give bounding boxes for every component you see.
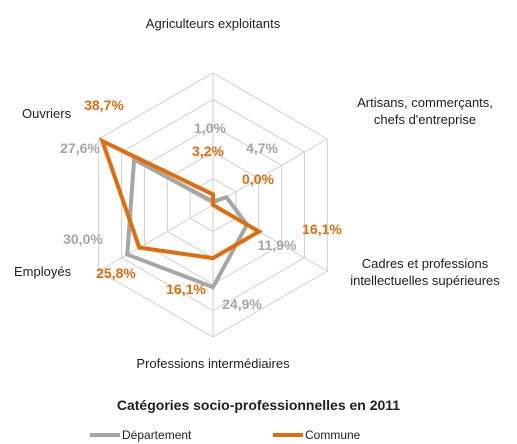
legend-label-commune: Commune (305, 428, 361, 442)
data-label-commune: 16,1% (166, 281, 206, 297)
category-label: Agriculteurs exploitants (146, 16, 281, 31)
series-lines (98, 137, 264, 290)
legend-swatch-commune (273, 433, 303, 437)
category-label: Cadres et professions intellectuelles sup… (350, 256, 500, 288)
data-label-departement: 1,0% (194, 120, 226, 136)
data-label-commune: 0,0% (242, 171, 274, 187)
legend-swatch-departement (90, 433, 120, 437)
data-label-departement: 27,6% (60, 140, 100, 156)
category-label: Ouvriers (22, 106, 72, 121)
grid-spoke (212, 138, 328, 206)
data-label-commune: 3,2% (192, 143, 224, 159)
data-label-departement: 30,0% (63, 231, 103, 247)
data-label-commune: 16,1% (302, 221, 342, 237)
legend-item-commune: Commune (273, 428, 360, 442)
category-label: Artisans, commerçants, chefs d'entreprise (357, 95, 493, 127)
radar-grid (98, 72, 328, 338)
data-labels: 1,0% 4,7% 11,9% 24,9% 30,0% 27,6% 3,2% 0,0% 16,1… (60, 97, 342, 312)
data-label-departement: 4,7% (246, 140, 278, 156)
category-labels: Agriculteurs exploitants Artisans, commer… (14, 16, 500, 371)
legend-label-departement: Département (122, 428, 192, 442)
series-line-commune (98, 137, 264, 261)
category-label: Professions intermédiaires (136, 356, 290, 371)
data-label-commune: 25,8% (96, 265, 136, 281)
data-label-departement: 11,9% (258, 237, 297, 253)
series-line-departement (125, 156, 250, 290)
data-label-commune: 38,7% (84, 97, 124, 113)
radar-chart: Agriculteurs exploitants Artisans, commer… (14, 16, 500, 371)
grid-spoke (98, 204, 214, 272)
legend-item-departement: Département (90, 428, 191, 442)
data-label-departement: 24,9% (222, 296, 262, 312)
chart-title: Catégories socio-professionnelles en 201… (116, 397, 401, 413)
category-label: Employés (14, 264, 72, 279)
